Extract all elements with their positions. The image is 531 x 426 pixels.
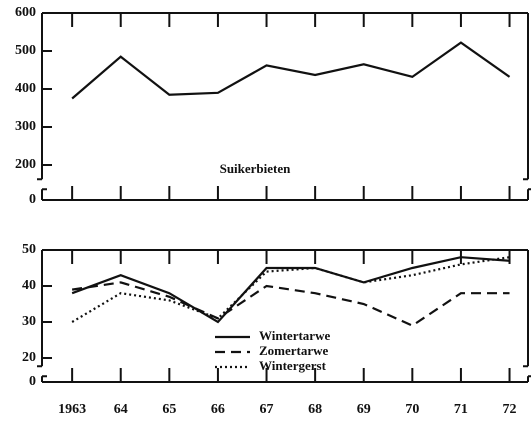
- axis-break: [523, 365, 531, 378]
- chart-title: Suikerbieten: [220, 161, 292, 176]
- y-tick-label: 400: [15, 81, 36, 96]
- legend-label: Wintertarwe: [259, 328, 330, 343]
- x-tick-label: 68: [308, 402, 322, 417]
- y-tick-label: 50: [22, 242, 36, 257]
- x-tick-label: 69: [357, 402, 371, 417]
- y-tick-label: 40: [22, 278, 36, 293]
- y-tick-label: 300: [15, 119, 36, 134]
- x-tick-label: 1963: [58, 402, 86, 417]
- x-tick-label: 70: [405, 402, 419, 417]
- data-line: [71, 256, 510, 324]
- x-tick-label: 67: [260, 402, 274, 417]
- y-tick-label: 0: [29, 192, 36, 207]
- data-line: [71, 256, 510, 323]
- legend-label: Wintergerst: [259, 358, 327, 373]
- x-tick-label: 66: [211, 402, 225, 417]
- y-tick-label: 200: [15, 157, 36, 172]
- y-tick-label: 30: [22, 314, 36, 329]
- data-line: [71, 41, 511, 100]
- x-tick-label: 64: [114, 402, 128, 417]
- y-tick-label: 600: [15, 5, 36, 20]
- y-tick-label: 500: [15, 43, 36, 58]
- x-tick-label: 72: [503, 402, 517, 417]
- axis-break: [37, 178, 47, 191]
- x-tick-label: 71: [454, 402, 468, 417]
- y-tick-label: 20: [22, 350, 36, 365]
- legend-label: Zomertarwe: [259, 343, 329, 358]
- x-tick-label: 65: [162, 402, 176, 417]
- y-tick-label: 0: [29, 374, 36, 389]
- axis-break: [523, 178, 531, 191]
- axis-break: [37, 365, 47, 378]
- data-line: [71, 281, 510, 327]
